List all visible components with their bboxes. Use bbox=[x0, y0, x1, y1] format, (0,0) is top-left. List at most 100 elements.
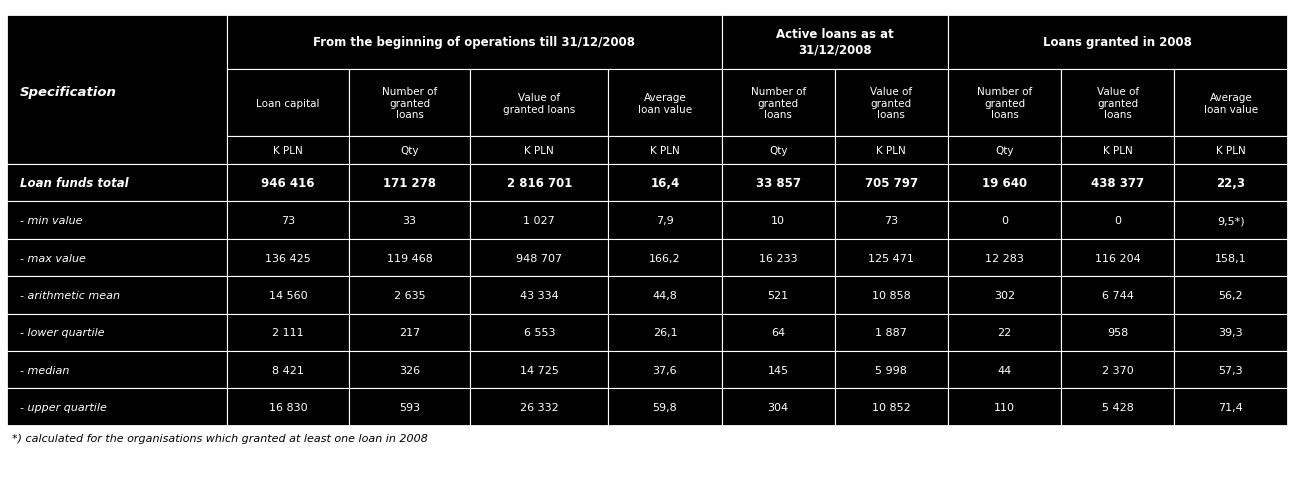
Bar bbox=[722, 314, 835, 351]
Text: 119 468: 119 468 bbox=[387, 253, 432, 263]
Bar bbox=[949, 202, 1061, 239]
Text: 217: 217 bbox=[399, 328, 421, 338]
Text: Number of
granted
loans: Number of granted loans bbox=[382, 87, 437, 120]
Text: K PLN: K PLN bbox=[1216, 146, 1246, 156]
Bar bbox=[470, 70, 608, 137]
Bar bbox=[835, 165, 949, 202]
Bar bbox=[949, 137, 1061, 165]
Text: 302: 302 bbox=[994, 290, 1014, 300]
Bar bbox=[949, 314, 1061, 351]
Bar bbox=[1061, 277, 1175, 314]
Bar bbox=[835, 202, 949, 239]
Bar bbox=[228, 351, 349, 389]
Text: 6 744: 6 744 bbox=[1101, 290, 1134, 300]
Text: 43 334: 43 334 bbox=[520, 290, 559, 300]
Text: 326: 326 bbox=[399, 365, 421, 375]
Bar bbox=[835, 389, 949, 426]
Text: - upper quartile: - upper quartile bbox=[19, 402, 106, 412]
Bar bbox=[1061, 70, 1175, 137]
Text: 22,3: 22,3 bbox=[1216, 177, 1245, 190]
Text: Specification: Specification bbox=[19, 86, 116, 99]
Text: Value of
granted loans: Value of granted loans bbox=[503, 93, 576, 114]
Text: 14 725: 14 725 bbox=[520, 365, 559, 375]
Bar bbox=[349, 277, 470, 314]
Text: From the beginning of operations till 31/12/2008: From the beginning of operations till 31… bbox=[313, 36, 635, 49]
Bar bbox=[6, 15, 1288, 426]
Text: 2 111: 2 111 bbox=[272, 328, 304, 338]
Text: 958: 958 bbox=[1108, 328, 1128, 338]
Text: 145: 145 bbox=[767, 365, 789, 375]
Bar bbox=[349, 351, 470, 389]
Text: Qty: Qty bbox=[769, 146, 787, 156]
Text: 57,3: 57,3 bbox=[1219, 365, 1244, 375]
Bar bbox=[1061, 351, 1175, 389]
Text: K PLN: K PLN bbox=[650, 146, 679, 156]
Text: 33 857: 33 857 bbox=[756, 177, 801, 190]
Text: 116 204: 116 204 bbox=[1095, 253, 1140, 263]
Bar bbox=[1175, 389, 1288, 426]
Text: K PLN: K PLN bbox=[524, 146, 554, 156]
Bar bbox=[722, 165, 835, 202]
Bar bbox=[228, 277, 349, 314]
Text: 521: 521 bbox=[767, 290, 789, 300]
Bar bbox=[722, 70, 835, 137]
Text: 166,2: 166,2 bbox=[650, 253, 681, 263]
Bar bbox=[722, 202, 835, 239]
Text: Loan capital: Loan capital bbox=[256, 99, 320, 108]
Bar bbox=[1061, 202, 1175, 239]
Text: 12 283: 12 283 bbox=[985, 253, 1024, 263]
Text: 71,4: 71,4 bbox=[1219, 402, 1244, 412]
Text: 44,8: 44,8 bbox=[652, 290, 677, 300]
Bar bbox=[1175, 277, 1288, 314]
Bar bbox=[1061, 314, 1175, 351]
Text: 26,1: 26,1 bbox=[652, 328, 677, 338]
Bar bbox=[835, 351, 949, 389]
Text: - min value: - min value bbox=[19, 216, 83, 226]
Bar bbox=[608, 137, 722, 165]
Bar bbox=[228, 389, 349, 426]
Text: 171 278: 171 278 bbox=[383, 177, 436, 190]
Text: Qty: Qty bbox=[995, 146, 1013, 156]
Text: 948 707: 948 707 bbox=[516, 253, 563, 263]
Text: 2 370: 2 370 bbox=[1102, 365, 1134, 375]
Bar bbox=[722, 389, 835, 426]
Bar bbox=[349, 70, 470, 137]
Bar bbox=[470, 277, 608, 314]
Text: 158,1: 158,1 bbox=[1215, 253, 1246, 263]
Text: Number of
granted
loans: Number of granted loans bbox=[977, 87, 1033, 120]
Bar bbox=[722, 239, 835, 277]
Bar bbox=[835, 239, 949, 277]
Text: 593: 593 bbox=[399, 402, 421, 412]
Text: 56,2: 56,2 bbox=[1219, 290, 1244, 300]
Bar bbox=[470, 351, 608, 389]
Bar bbox=[470, 314, 608, 351]
Text: 10: 10 bbox=[771, 216, 785, 226]
Text: K PLN: K PLN bbox=[273, 146, 303, 156]
Text: 304: 304 bbox=[767, 402, 789, 412]
Bar bbox=[470, 389, 608, 426]
Bar bbox=[349, 202, 470, 239]
Bar bbox=[608, 202, 722, 239]
Bar bbox=[949, 389, 1061, 426]
Text: 9,5*): 9,5*) bbox=[1218, 216, 1245, 226]
Text: - arithmetic mean: - arithmetic mean bbox=[19, 290, 120, 300]
Bar bbox=[6, 202, 228, 239]
Bar bbox=[1175, 137, 1288, 165]
Bar bbox=[722, 351, 835, 389]
Text: 1 887: 1 887 bbox=[876, 328, 907, 338]
Bar bbox=[470, 165, 608, 202]
Text: - lower quartile: - lower quartile bbox=[19, 328, 105, 338]
Bar bbox=[608, 239, 722, 277]
Text: 14 560: 14 560 bbox=[269, 290, 308, 300]
Bar bbox=[228, 202, 349, 239]
Bar bbox=[349, 165, 470, 202]
Bar bbox=[1061, 165, 1175, 202]
Bar bbox=[608, 165, 722, 202]
Text: Qty: Qty bbox=[400, 146, 419, 156]
Text: - max value: - max value bbox=[19, 253, 85, 263]
Bar bbox=[835, 277, 949, 314]
Text: *) calculated for the organisations which granted at least one loan in 2008: *) calculated for the organisations whic… bbox=[12, 433, 427, 443]
Text: 438 377: 438 377 bbox=[1091, 177, 1144, 190]
Bar bbox=[470, 202, 608, 239]
Text: Average
loan value: Average loan value bbox=[638, 93, 692, 114]
